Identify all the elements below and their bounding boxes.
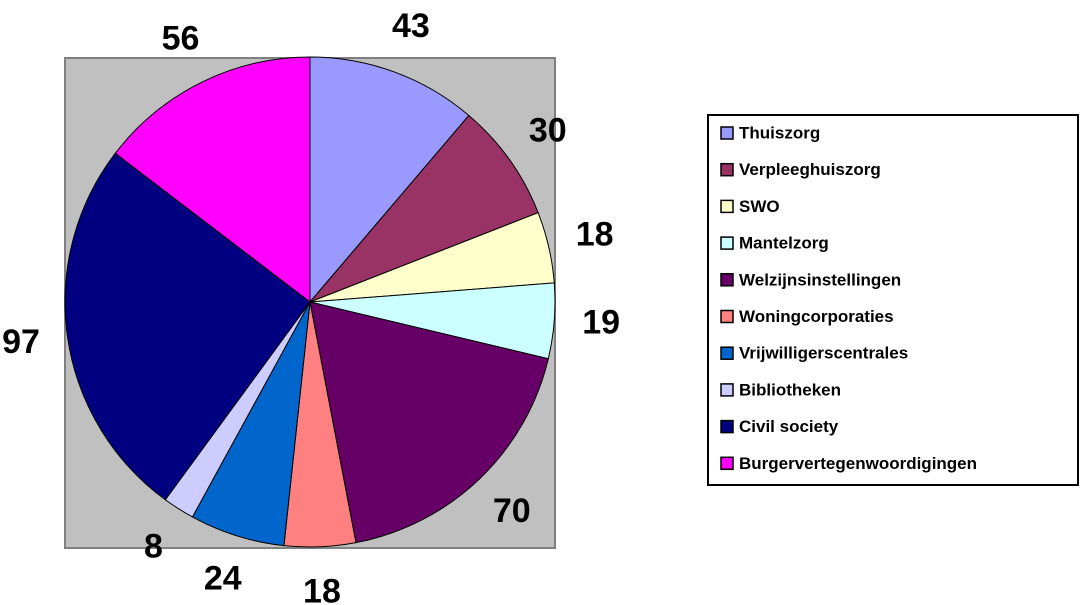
data-label: 19 xyxy=(582,304,620,342)
legend-label: SWO xyxy=(739,197,780,216)
legend-swatch xyxy=(720,383,734,397)
pie-slice xyxy=(309,301,549,544)
data-label: 56 xyxy=(162,19,200,57)
data-label: 70 xyxy=(493,492,531,530)
legend-label: Mantelzorg xyxy=(739,234,829,253)
legend-label: Woningcorporaties xyxy=(739,307,894,326)
legend-swatch xyxy=(720,126,734,140)
pie-slice xyxy=(64,152,311,501)
legend-swatch xyxy=(720,273,734,287)
legend-label: Welzijnsinstellingen xyxy=(739,270,901,289)
legend-label: Vrijwilligerscentrales xyxy=(739,344,908,363)
legend-swatch xyxy=(720,236,734,250)
data-label: 8 xyxy=(144,527,163,565)
data-label: 30 xyxy=(529,111,567,149)
legend-swatch xyxy=(720,456,734,471)
legend-label: Civil society xyxy=(739,417,839,436)
pie-slice xyxy=(309,56,470,304)
legend-label: Bibliotheken xyxy=(739,380,841,399)
legend-label: Thuiszorg xyxy=(739,123,820,142)
legend-label: Burgervertegenwoordigingen xyxy=(739,454,977,473)
legend-swatch xyxy=(720,199,734,214)
pie-slice xyxy=(309,114,539,303)
data-label: 18 xyxy=(576,216,614,254)
legend-swatch xyxy=(720,419,734,434)
legend-box xyxy=(707,114,1079,486)
legend-swatch xyxy=(720,346,734,360)
data-label: 43 xyxy=(392,7,430,45)
legend-label: Verpleeghuiszorg xyxy=(739,160,881,179)
data-label: 18 xyxy=(303,573,341,605)
data-label: 97 xyxy=(2,323,40,361)
pie-slice xyxy=(114,56,311,304)
legend-swatch xyxy=(720,309,734,324)
legend-swatch xyxy=(720,162,734,177)
data-label: 24 xyxy=(204,560,242,598)
